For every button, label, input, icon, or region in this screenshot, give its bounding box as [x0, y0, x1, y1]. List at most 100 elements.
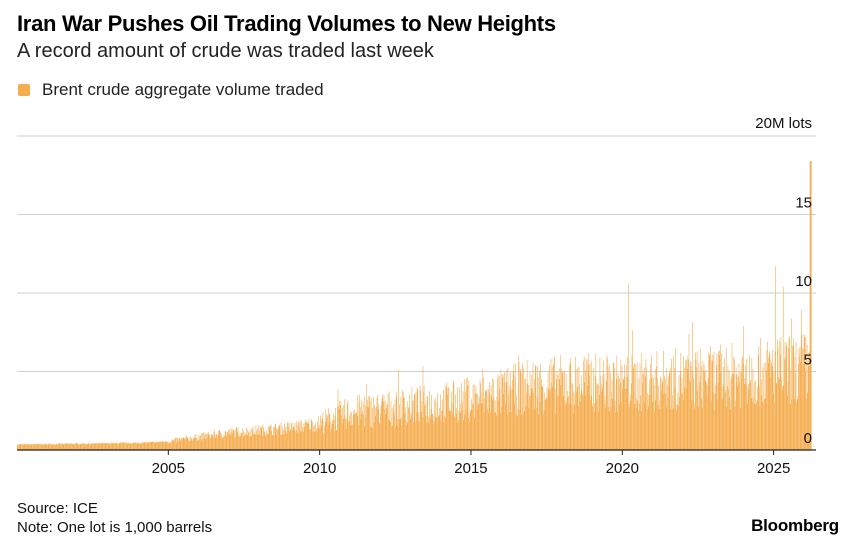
volume-bar: [111, 443, 113, 450]
volume-bar: [443, 390, 444, 450]
volume-bar: [699, 375, 701, 450]
volume-bar: [356, 395, 358, 450]
volume-bar: [379, 423, 381, 450]
volume-bar: [205, 439, 207, 450]
volume-bar: [590, 395, 592, 450]
volume-bar: [558, 395, 559, 450]
volume-bar: [683, 356, 685, 450]
volume-bar: [721, 387, 723, 450]
chart-title: Iran War Pushes Oil Trading Volumes to N…: [17, 11, 556, 36]
volume-bar: [186, 437, 188, 450]
volume-bar: [71, 443, 73, 450]
volume-bar: [510, 388, 512, 450]
volume-bar: [777, 347, 779, 450]
volume-bar: [547, 397, 548, 450]
volume-bar: [651, 355, 652, 450]
volume-bar: [782, 286, 784, 450]
volume-bar: [358, 425, 359, 450]
volume-bar: [125, 442, 126, 450]
volume-bar: [166, 441, 167, 450]
volume-bar: [491, 395, 492, 450]
volume-bar: [117, 443, 118, 450]
volume-bar: [32, 444, 33, 450]
volume-bar: [784, 341, 786, 450]
volume-bar: [426, 422, 427, 450]
volume-bar: [517, 408, 519, 450]
volume-bar: [343, 405, 345, 450]
volume-bar: [74, 443, 75, 450]
volume-bar: [724, 392, 726, 450]
volume-bar: [70, 443, 72, 450]
volume-bar: [695, 359, 697, 450]
volume-bar: [83, 444, 85, 450]
volume-bar: [321, 418, 323, 450]
volume-bar: [119, 442, 121, 450]
volume-bar: [480, 383, 481, 450]
volume-bar: [258, 434, 260, 450]
volume-bar: [649, 394, 651, 450]
volume-bar: [90, 443, 91, 450]
volume-bar: [759, 386, 760, 450]
volume-bar: [464, 414, 466, 450]
volume-bar: [655, 400, 657, 450]
volume-bar: [673, 408, 675, 450]
volume-bar: [700, 365, 702, 450]
volume-bar: [539, 370, 540, 450]
volume-bar: [541, 385, 543, 450]
volume-bar: [465, 409, 467, 450]
volume-bar: [287, 422, 289, 450]
volume-bar: [172, 440, 174, 450]
volume-bar: [787, 380, 789, 450]
volume-bar: [214, 430, 215, 450]
volume-bar: [341, 423, 343, 450]
y-tick-label: 15: [795, 195, 812, 212]
volume-bar: [182, 437, 184, 450]
volume-bar: [518, 355, 519, 450]
volume-bar: [206, 433, 207, 450]
volume-bar: [249, 429, 251, 450]
volume-bar: [267, 434, 269, 450]
volume-bar: [798, 348, 800, 450]
volume-bar: [56, 443, 57, 450]
volume-bar: [358, 402, 360, 450]
volume-bar: [352, 424, 353, 450]
volume-bar: [627, 377, 629, 450]
volume-bar: [185, 439, 186, 450]
volume-bar: [701, 398, 703, 450]
volume-bar: [770, 377, 771, 450]
x-tick-label: 2010: [303, 460, 336, 477]
volume-bar: [586, 359, 587, 450]
volume-bar: [353, 409, 355, 450]
volume-bar: [559, 379, 561, 450]
volume-bar: [93, 443, 94, 450]
volume-bar: [694, 408, 696, 450]
volume-bar: [180, 440, 182, 450]
volume-bar: [414, 393, 416, 450]
volume-bar: [569, 358, 571, 450]
volume-bar: [35, 443, 37, 450]
volume-bar: [560, 385, 562, 450]
volume-bar: [581, 390, 583, 450]
volume-bar: [789, 336, 790, 450]
volume-bar: [670, 408, 671, 450]
volume-bar: [565, 404, 566, 450]
volume-bar: [640, 395, 641, 450]
volume-bar: [136, 442, 138, 450]
volume-bar: [319, 428, 321, 450]
volume-bar: [263, 427, 264, 450]
volume-bar: [450, 410, 451, 450]
volume-bar: [184, 438, 185, 450]
volume-bar: [150, 441, 151, 450]
volume-bar: [773, 371, 775, 450]
volume-bar: [279, 424, 281, 450]
volume-bar: [245, 434, 247, 450]
volume-bar: [471, 409, 473, 450]
volume-bar: [49, 443, 50, 450]
volume-bar: [470, 410, 471, 450]
volume-bar: [561, 368, 562, 450]
volume-bar: [131, 443, 133, 450]
volume-bar: [781, 390, 783, 450]
volume-bar: [710, 345, 711, 450]
volume-bar: [309, 430, 311, 450]
volume-bar: [731, 343, 733, 450]
